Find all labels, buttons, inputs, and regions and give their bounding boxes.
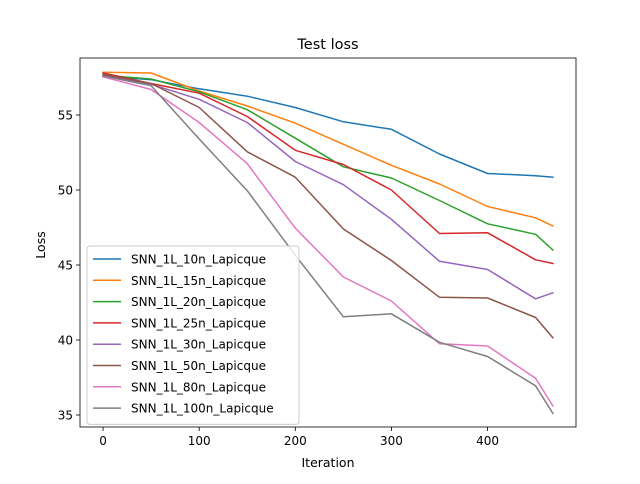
chart-title: Test loss xyxy=(296,37,358,53)
series-line-4 xyxy=(102,72,554,265)
series-line-5 xyxy=(102,75,554,300)
x-tick-label: 400 xyxy=(476,434,499,448)
plot-frame xyxy=(79,57,577,428)
series-line-7 xyxy=(102,75,554,408)
series-layer xyxy=(102,71,554,415)
x-axis-label: Iteration xyxy=(301,455,354,470)
legend-label: SNN_1L_25n_Lapicque xyxy=(131,316,266,330)
legend-label: SNN_1L_15n_Lapicque xyxy=(131,274,266,288)
x-tick-label: 0 xyxy=(99,434,107,448)
y-tick-label: 45 xyxy=(58,259,73,273)
legend-label: SNN_1L_100n_Lapicque xyxy=(131,402,274,416)
x-tick-label: 100 xyxy=(188,434,211,448)
series-line-8 xyxy=(102,75,554,415)
series-line-6 xyxy=(102,73,554,339)
legend-label: SNN_1L_50n_Lapicque xyxy=(131,359,266,373)
y-tick-label: 50 xyxy=(58,184,73,198)
legend-label: SNN_1L_20n_Lapicque xyxy=(131,295,266,309)
legend-label: SNN_1L_80n_Lapicque xyxy=(131,380,266,394)
y-tick-label: 35 xyxy=(58,409,73,423)
axes-layer: 0 100 200 300 400 35 40 45 50 55 xyxy=(58,57,577,448)
legend-label: SNN_1L_30n_Lapicque xyxy=(131,338,266,352)
series-line-2 xyxy=(102,71,554,227)
x-tick-label: 200 xyxy=(284,434,307,448)
legend-label: SNN_1L_10n_Lapicque xyxy=(131,253,266,267)
legend: SNN_1L_10n_Lapicque SNN_1L_15n_Lapicque SN… xyxy=(86,245,300,425)
y-tick-label: 55 xyxy=(58,109,73,123)
y-axis-label: Loss xyxy=(33,231,48,258)
x-tick-label: 300 xyxy=(380,434,403,448)
series-line-3 xyxy=(102,74,554,252)
legend-box xyxy=(86,245,300,425)
y-tick-label: 40 xyxy=(58,334,73,348)
